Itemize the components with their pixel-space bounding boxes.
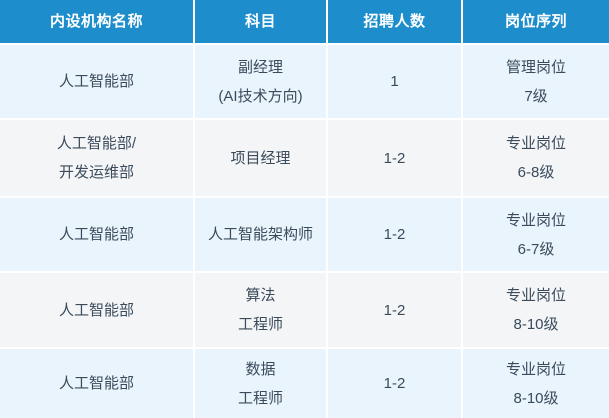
cell-position: 人工智能架构师 [195, 198, 326, 271]
cell-headcount: 1 [328, 45, 461, 118]
cell-department: 人工智能部 [0, 349, 193, 418]
column-header-label: 招聘人数 [363, 13, 426, 30]
cell-line: 8-10级 [513, 316, 559, 333]
cell-line: 管理岗位 [505, 58, 566, 76]
cell-line: 7级 [524, 87, 548, 105]
cell-line: 1-2 [383, 375, 406, 392]
cell-line: 1-2 [383, 226, 406, 243]
cell-grade: 专业岗位 8-10级 [463, 349, 609, 418]
cell-headcount: 1-2 [328, 349, 461, 418]
cell-department: 人工智能部 [0, 198, 193, 271]
column-header-grade: 岗位序列 [463, 0, 609, 43]
cell-grade: 管理岗位 7级 [463, 45, 609, 118]
cell-position: 算法 工程师 [195, 273, 326, 347]
cell-line: 工程师 [237, 316, 283, 333]
cell-line: 人工智能部 [58, 226, 134, 243]
cell-line: 1-2 [383, 301, 406, 319]
cell-position: 项目经理 [195, 120, 326, 196]
cell-line: 人工智能部 [58, 301, 134, 319]
cell-headcount: 1-2 [328, 198, 461, 271]
cell-line: 6-7级 [517, 240, 555, 258]
cell-line: 算法 [245, 287, 276, 304]
column-header-label: 科目 [244, 13, 276, 30]
cell-grade: 专业岗位 6-7级 [463, 198, 609, 271]
cell-line: 工程师 [237, 389, 283, 407]
column-header-label: 岗位序列 [504, 13, 567, 30]
cell-department: 人工智能部/开发运维部 [0, 120, 193, 196]
cell-line: 专业岗位 [505, 211, 566, 229]
cell-position: 副经理 (AI技术方向) [195, 45, 326, 118]
cell-grade: 专业岗位 8-10级 [463, 273, 609, 347]
cell-line: 人工智能部 [58, 73, 134, 90]
cell-line: 1-2 [383, 149, 406, 167]
cell-line: 数据 [245, 360, 276, 378]
cell-line: 专业岗位 [505, 287, 566, 304]
cell-line: 专业岗位 [505, 360, 566, 378]
cell-line: 专业岗位 [505, 135, 566, 152]
cell-line: 副经理 [237, 58, 283, 76]
cell-line: 1 [390, 73, 399, 90]
cell-line: 人工智能部/ [56, 135, 137, 152]
cell-line: 项目经理 [230, 149, 291, 167]
cell-headcount: 1-2 [328, 273, 461, 347]
cell-line: 人工智能架构师 [207, 226, 313, 243]
cell-line: 开发运维部 [58, 164, 134, 181]
cell-department: 人工智能部 [0, 45, 193, 118]
cell-line: 8-10级 [513, 389, 559, 407]
cell-line: (AI技术方向) [218, 87, 303, 105]
cell-position: 数据 工程师 [195, 349, 326, 418]
column-header-position: 科目 [195, 0, 326, 43]
column-header-label: 内设机构名称 [49, 13, 143, 30]
cell-department: 人工智能部 [0, 273, 193, 347]
cell-line: 人工智能部 [58, 375, 134, 392]
column-header-headcount: 招聘人数 [328, 0, 461, 43]
cell-grade: 专业岗位 6-8级 [463, 120, 609, 196]
cell-line: 6-8级 [517, 164, 555, 181]
column-header-department: 内设机构名称 [0, 0, 193, 43]
cell-headcount: 1-2 [328, 120, 461, 196]
